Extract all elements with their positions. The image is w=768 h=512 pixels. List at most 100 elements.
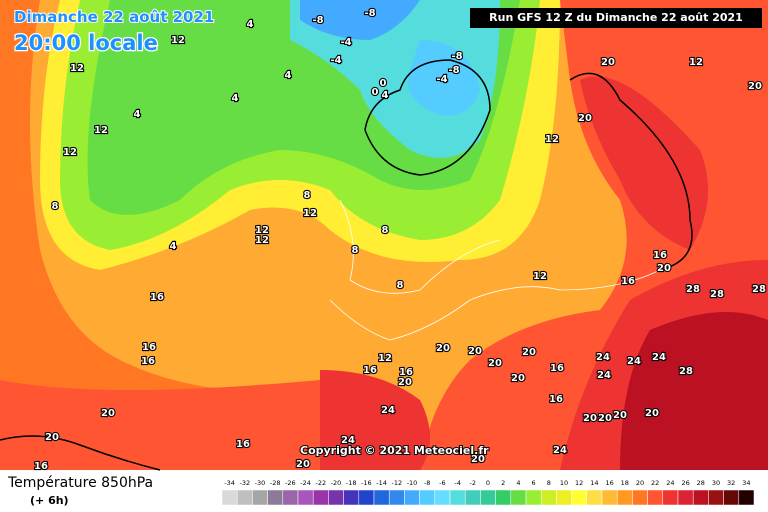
scale-label: 34 xyxy=(742,479,750,487)
date-label: Dimanche 22 août 2021 xyxy=(14,8,214,26)
scale-swatch xyxy=(343,489,360,506)
contour-label: 20 xyxy=(488,358,502,369)
cold-zone-east xyxy=(408,40,480,116)
contour-label: 24 xyxy=(627,356,641,367)
contour-label: 20 xyxy=(101,408,115,419)
scale-label: 18 xyxy=(621,479,629,487)
time-label: 20:00 locale xyxy=(14,31,158,55)
contour-label: 24 xyxy=(553,445,567,456)
scale-swatch xyxy=(419,489,436,506)
scale-swatch xyxy=(677,489,694,506)
contour-label: 24 xyxy=(596,352,610,363)
copyright: Copyright © 2021 Meteociel.fr xyxy=(300,444,489,457)
contour-label: 12 xyxy=(689,57,703,68)
contour-label: 24 xyxy=(341,435,355,446)
contour-label: 16 xyxy=(653,250,667,261)
scale-label: -20 xyxy=(331,479,342,487)
scale-swatch xyxy=(616,489,633,506)
color-scale: -34 -32 -30 -28 -26 -24 -22 -20 -18 -16 -14 -12 -10-… xyxy=(221,479,755,506)
very-hot-zone xyxy=(620,312,768,470)
contour-label: 8 xyxy=(397,280,404,291)
run-label: Run GFS 12 Z du Dimanche 22 août 2021 xyxy=(489,11,743,24)
scale-label: 30 xyxy=(712,479,720,487)
contour-label: 12 xyxy=(255,235,269,246)
scale-label: -4 xyxy=(454,479,460,487)
contour-label: 20 xyxy=(598,413,612,424)
contour-label: 28 xyxy=(710,289,724,300)
contour-label: 12 xyxy=(545,134,559,145)
scale-swatch xyxy=(267,489,284,506)
warm-zone-west xyxy=(0,0,320,470)
contour-label: 20 xyxy=(601,57,615,68)
scale-swatch xyxy=(297,489,314,506)
contour-label: 4 xyxy=(285,70,292,81)
scale-swatch xyxy=(601,489,618,506)
contour-label: 20 xyxy=(613,410,627,421)
contour-labels: -8-8-4-4 -8-8-400 444441212121284121212888… xyxy=(33,7,767,473)
scale-swatch xyxy=(632,489,648,506)
scale-swatch xyxy=(328,489,344,506)
contour-label: 28 xyxy=(686,284,700,295)
contour-label: 20 xyxy=(748,81,762,92)
scale-label: 24 xyxy=(666,479,674,487)
contour-label: -8 xyxy=(364,8,375,19)
scale-label: -6 xyxy=(439,479,445,487)
contour-label: -8 xyxy=(312,15,323,26)
contour-label: 20 xyxy=(578,113,592,124)
run-box xyxy=(470,8,762,28)
scale-swatch xyxy=(586,489,603,506)
scale-swatch xyxy=(373,489,390,506)
contour-label: 4 xyxy=(232,93,239,104)
contour-label: 24 xyxy=(652,352,666,363)
scale-swatch xyxy=(480,489,496,506)
scale-label: 22 xyxy=(651,479,659,487)
contour-label: 28 xyxy=(752,284,766,295)
scale-swatch xyxy=(221,489,238,506)
scale-label: 14 xyxy=(590,479,598,487)
scale-swatch xyxy=(282,489,299,506)
contour-label: 4 xyxy=(247,19,254,30)
contour-label: 24 xyxy=(597,370,611,381)
border-line xyxy=(329,269,661,341)
contour-label: 16 xyxy=(34,461,48,472)
scale-swatch xyxy=(434,489,451,506)
scale-label: -12 xyxy=(391,479,402,487)
contour-label: -8 xyxy=(448,65,459,76)
contour-label: 20 xyxy=(657,263,671,274)
scale-swatch xyxy=(723,489,740,506)
contour-label: 16 xyxy=(150,292,164,303)
scale-label: -16 xyxy=(361,479,372,487)
scale-swatch xyxy=(708,489,724,506)
contour-label: 12 xyxy=(255,225,269,236)
contour-label: 12 xyxy=(533,271,547,282)
contour-line xyxy=(364,59,491,176)
scale-label: -28 xyxy=(270,479,281,487)
contour-label: 20 xyxy=(436,343,450,354)
scale-label: -32 xyxy=(239,479,250,487)
contour-label: -8 xyxy=(451,51,462,62)
scale-swatch xyxy=(571,489,588,506)
contour-label: 28 xyxy=(679,366,693,377)
scale-swatch xyxy=(525,489,542,506)
scale-label: -30 xyxy=(255,479,266,487)
contour-label: 8 xyxy=(304,190,311,201)
scale-label: 28 xyxy=(697,479,705,487)
contour-label: 20 xyxy=(296,459,310,470)
contour-label: 12 xyxy=(303,208,317,219)
scale-label: -24 xyxy=(300,479,311,487)
contour-label: 20 xyxy=(468,346,482,357)
scale-label: -18 xyxy=(346,479,357,487)
contour-label: 16 xyxy=(399,367,413,378)
scale-swatch xyxy=(647,489,664,506)
scale-swatch xyxy=(540,489,557,506)
scale-label: -26 xyxy=(285,479,296,487)
scale-label: 26 xyxy=(681,479,689,487)
scale-swatch xyxy=(312,489,329,506)
contour-label: 16 xyxy=(550,363,564,374)
contour-label: 8 xyxy=(382,225,389,236)
contour-line xyxy=(569,72,693,271)
contour-label: 0 xyxy=(372,87,379,98)
scale-label: 2 xyxy=(501,479,505,487)
